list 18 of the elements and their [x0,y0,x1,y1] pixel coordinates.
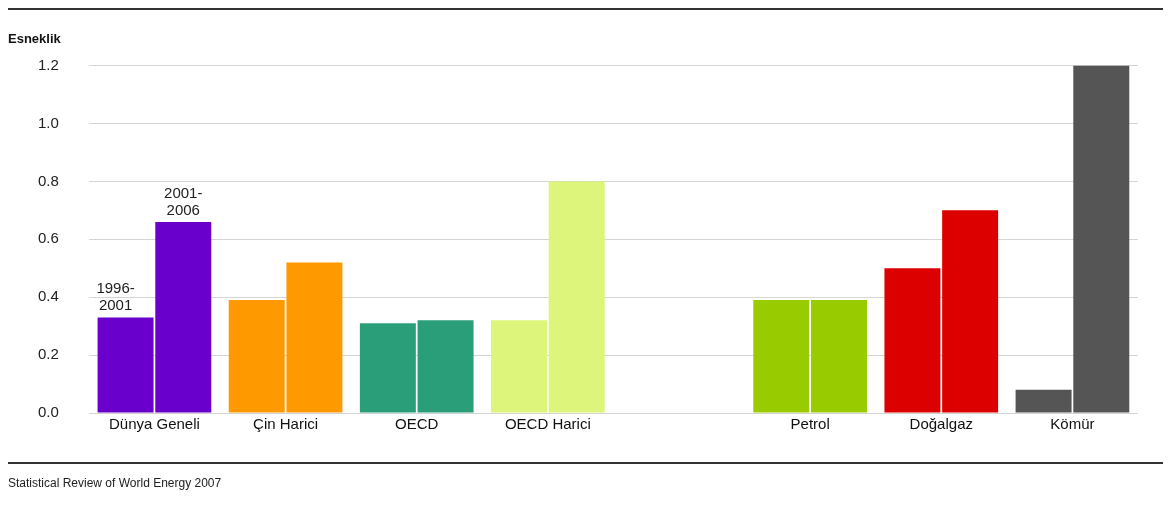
x-tick-label: OECD Harici [504,415,591,433]
y-tick-label: 0.2 [37,345,59,363]
y-tick-label: 1.0 [37,113,59,131]
series-label: 1996-2001 [96,279,135,314]
x-tick-label: Çin Harici [253,415,319,433]
x-tick-label: Doğalgaz [909,415,973,433]
x-tick-label: Dünya Geneli [108,415,200,433]
x-tick-label: Petrol [790,415,830,433]
series-label: 2001-2006 [164,183,203,218]
y-tick-label: 1.2 [37,55,59,73]
x-tick-label: OECD [395,415,439,433]
y-tick-label: 0.8 [37,171,59,189]
y-tick-label: 0.0 [37,403,59,421]
x-tick-label: Kömür [1050,415,1095,433]
y-tick-label: 0.4 [37,287,59,305]
text: Statistical Review of World Energy 2007 [8,476,223,490]
y-axis-title: Esneklik [8,31,62,47]
y-tick-label: 0.6 [37,229,59,247]
